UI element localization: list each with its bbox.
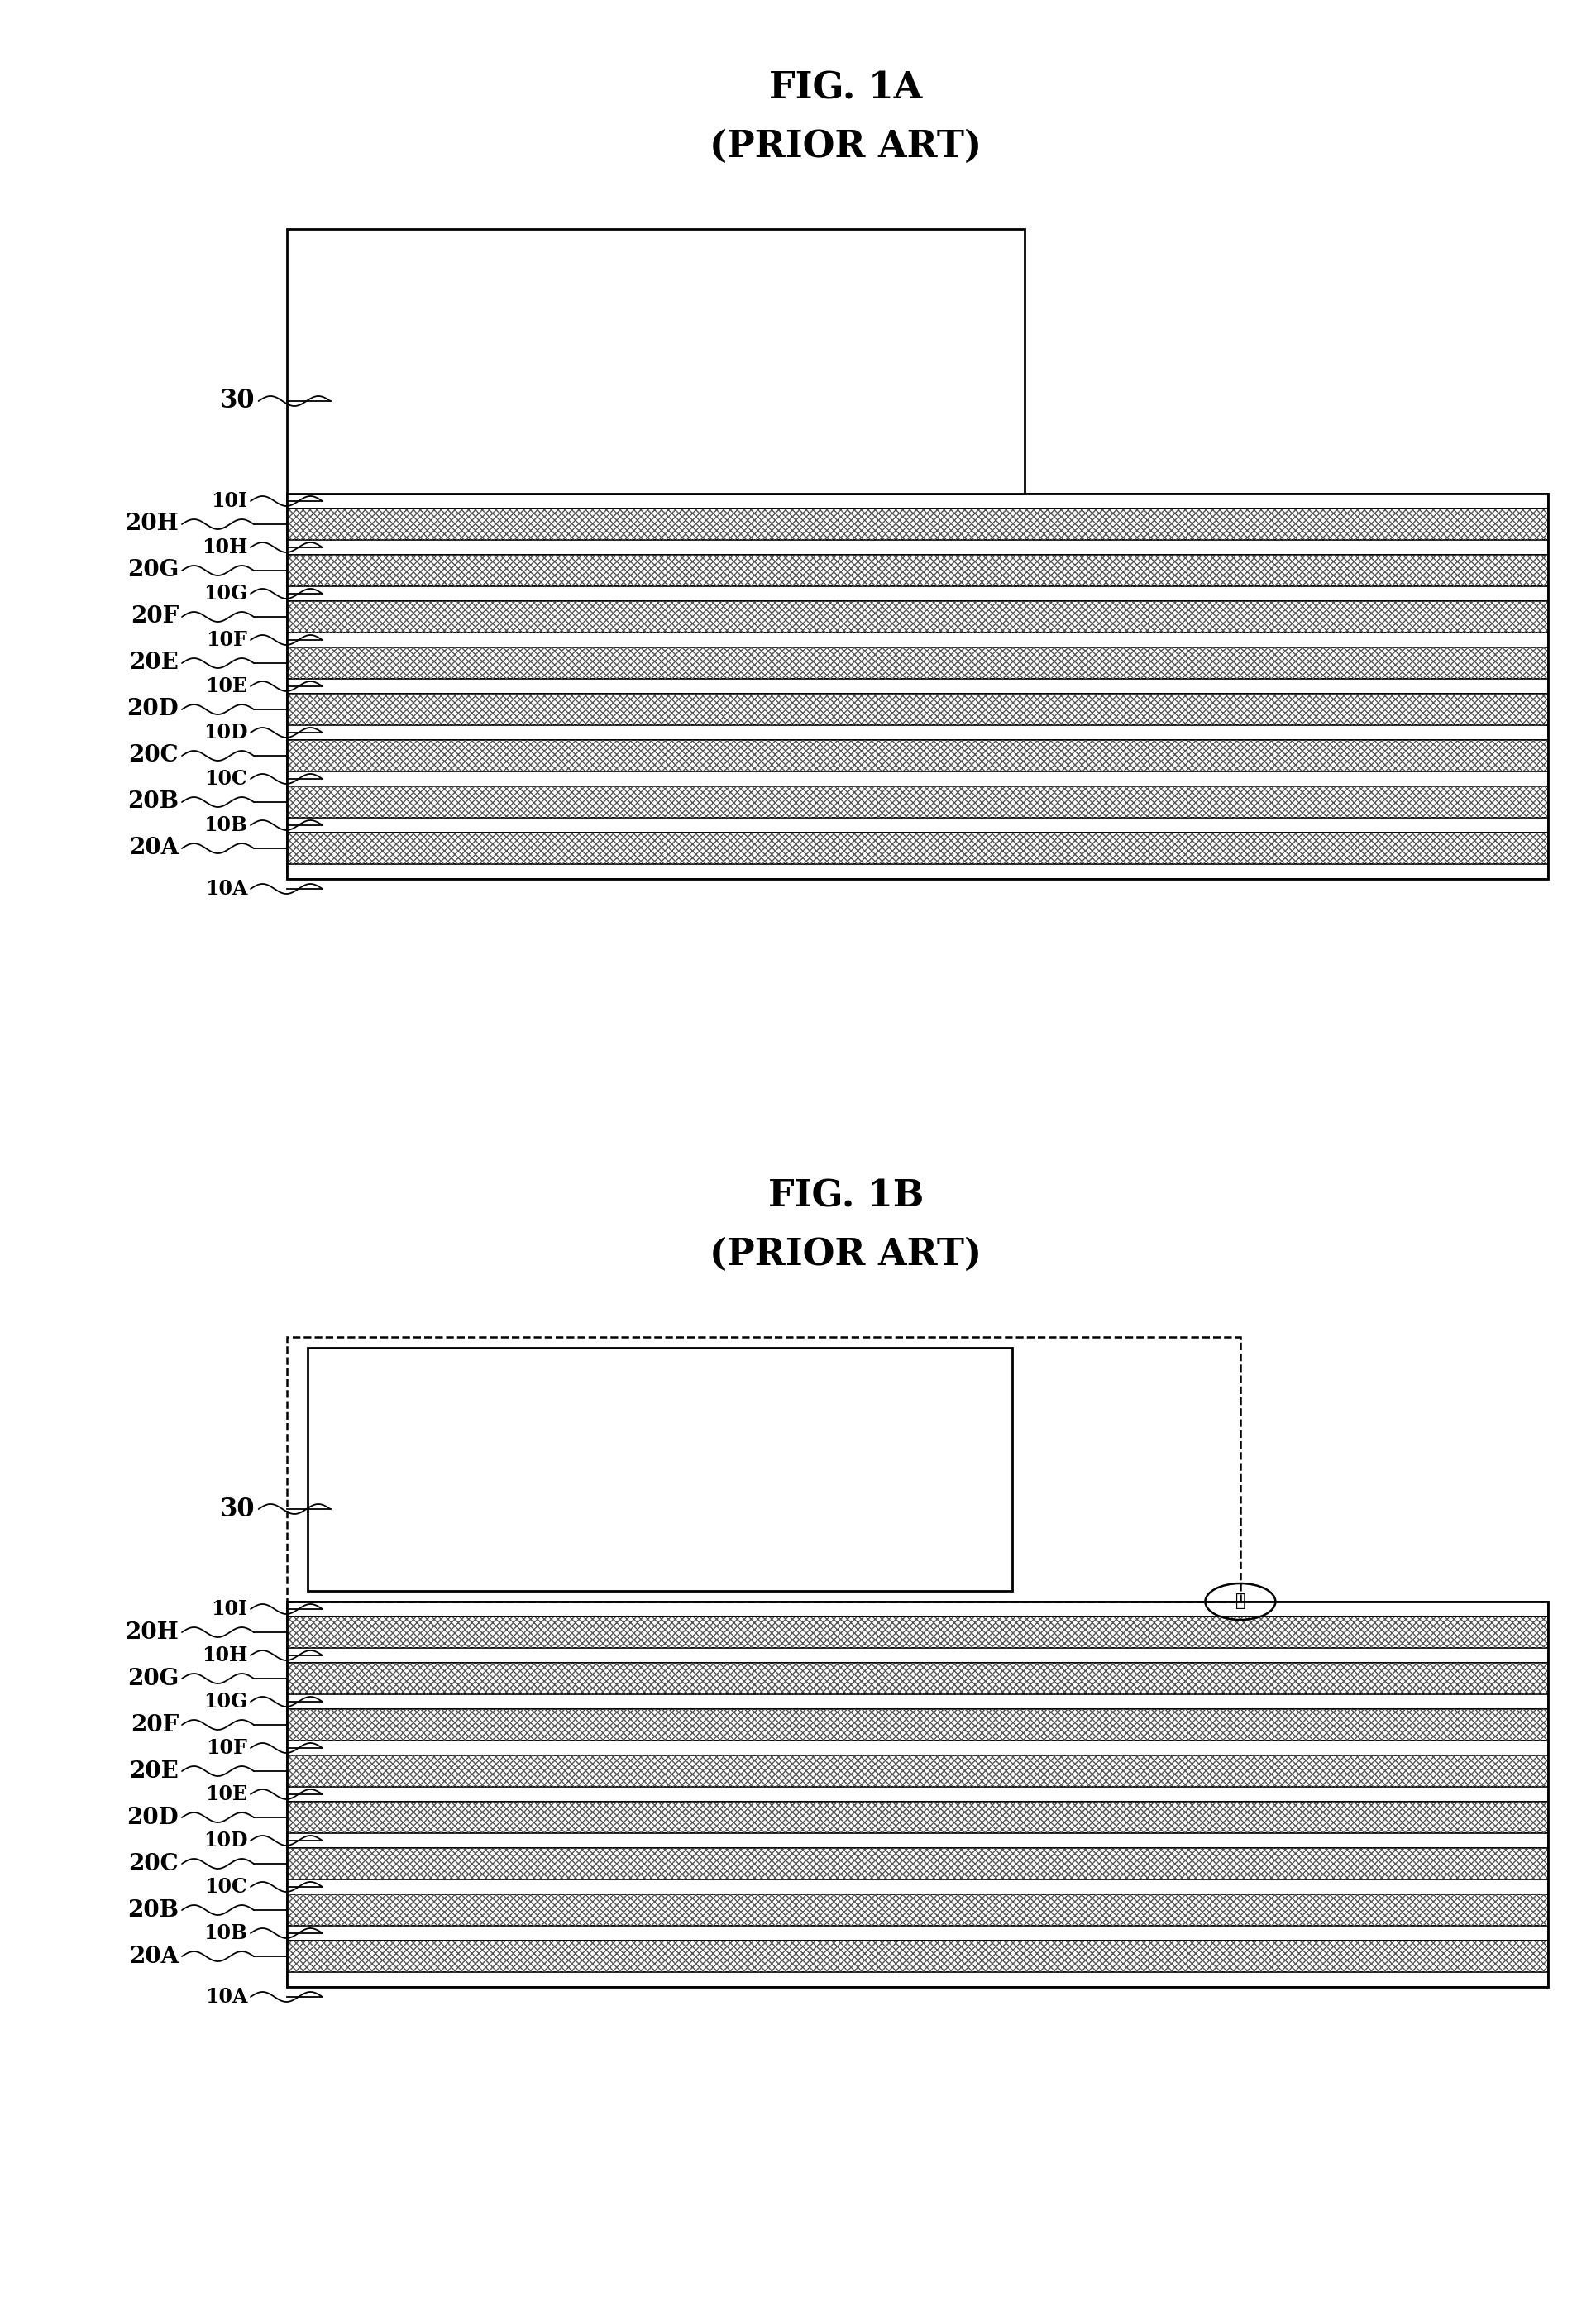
Text: 20A: 20A [129,838,179,859]
Bar [287,494,1548,508]
Bar [287,494,1548,880]
Bar [287,1662,1548,1694]
Bar [287,1601,1548,1615]
Bar [287,1708,1548,1741]
Bar [308,1349,1012,1590]
Text: 10D: 10D [203,722,247,743]
Text: (PRIOR ART): (PRIOR ART) [710,128,982,165]
Text: 20A: 20A [129,1945,179,1968]
Text: 10C: 10C [204,1878,247,1896]
Bar [287,833,1548,863]
Text: 10E: 10E [206,1785,247,1803]
Text: 20D: 20D [128,1806,179,1829]
Bar [287,1694,1548,1708]
Bar [287,1973,1548,1987]
Text: 30: 30 [220,1497,255,1523]
Text: 10B: 10B [204,815,247,836]
Bar [287,833,1548,863]
Text: 20F: 20F [131,606,179,629]
Text: FIG. 1A: FIG. 1A [769,70,922,107]
Text: 30: 30 [220,388,255,413]
Text: 20B: 20B [128,1899,179,1922]
Text: 10F: 10F [206,629,247,650]
Text: 10G: 10G [203,1692,247,1711]
Bar [287,1648,1548,1662]
Bar [287,1940,1548,1973]
Text: 10A: 10A [204,880,247,898]
Bar [287,863,1548,880]
Bar [287,1880,1548,1894]
Bar [287,1337,1240,1601]
Bar [287,694,1548,724]
Bar [287,1926,1548,1940]
Text: 20C: 20C [129,1852,179,1875]
Text: 20E: 20E [129,1759,179,1783]
Bar [287,1755,1548,1787]
Bar [287,1787,1548,1801]
Text: 20D: 20D [128,699,179,720]
Bar [287,694,1548,724]
Text: 20G: 20G [128,559,179,583]
Bar [287,601,1548,634]
Bar [287,587,1548,601]
Bar [287,508,1548,541]
Text: 20F: 20F [131,1713,179,1736]
Bar [287,555,1548,587]
Bar [287,1662,1548,1694]
Bar [287,1894,1548,1926]
Bar [287,1848,1548,1880]
Text: 10B: 10B [204,1924,247,1943]
Bar [287,601,1548,634]
Text: 20C: 20C [129,745,179,766]
Text: 20H: 20H [124,1620,179,1643]
Bar [287,678,1548,694]
Text: ①: ① [1235,1595,1245,1608]
Text: 10I: 10I [211,1599,247,1620]
Text: 10D: 10D [203,1831,247,1850]
Bar [287,1940,1548,1973]
Bar [287,1601,1548,1987]
Text: FIG. 1B: FIG. 1B [768,1179,924,1214]
Text: 20H: 20H [124,513,179,536]
Bar [287,1848,1548,1880]
Bar [287,541,1548,555]
Bar [287,648,1548,678]
Bar [287,1741,1548,1755]
Bar [287,771,1548,787]
Bar [287,648,1548,678]
Text: 10C: 10C [204,768,247,789]
Bar [287,787,1548,817]
Text: 10E: 10E [206,675,247,696]
Bar [287,724,1548,740]
Bar [287,230,1025,494]
Bar [287,740,1548,771]
Text: 10H: 10H [201,1646,247,1664]
Text: (PRIOR ART): (PRIOR ART) [710,1237,982,1272]
Text: 20B: 20B [128,791,179,812]
Bar [287,1894,1548,1926]
Bar [287,817,1548,833]
Text: 10F: 10F [206,1738,247,1757]
Bar [287,508,1548,541]
Text: 10H: 10H [201,538,247,557]
Bar [287,1708,1548,1741]
Bar [287,1801,1548,1834]
Bar [287,740,1548,771]
Bar [287,1755,1548,1787]
Text: 10G: 10G [203,585,247,603]
Bar [287,1801,1548,1834]
Bar [287,1834,1548,1848]
Text: 10I: 10I [211,492,247,511]
Bar [287,555,1548,587]
Bar [287,1615,1548,1648]
Bar [287,787,1548,817]
Text: 20E: 20E [129,652,179,675]
Text: 20G: 20G [128,1666,179,1690]
Text: 10A: 10A [204,1987,247,2008]
Bar [287,1615,1548,1648]
Bar [287,634,1548,648]
